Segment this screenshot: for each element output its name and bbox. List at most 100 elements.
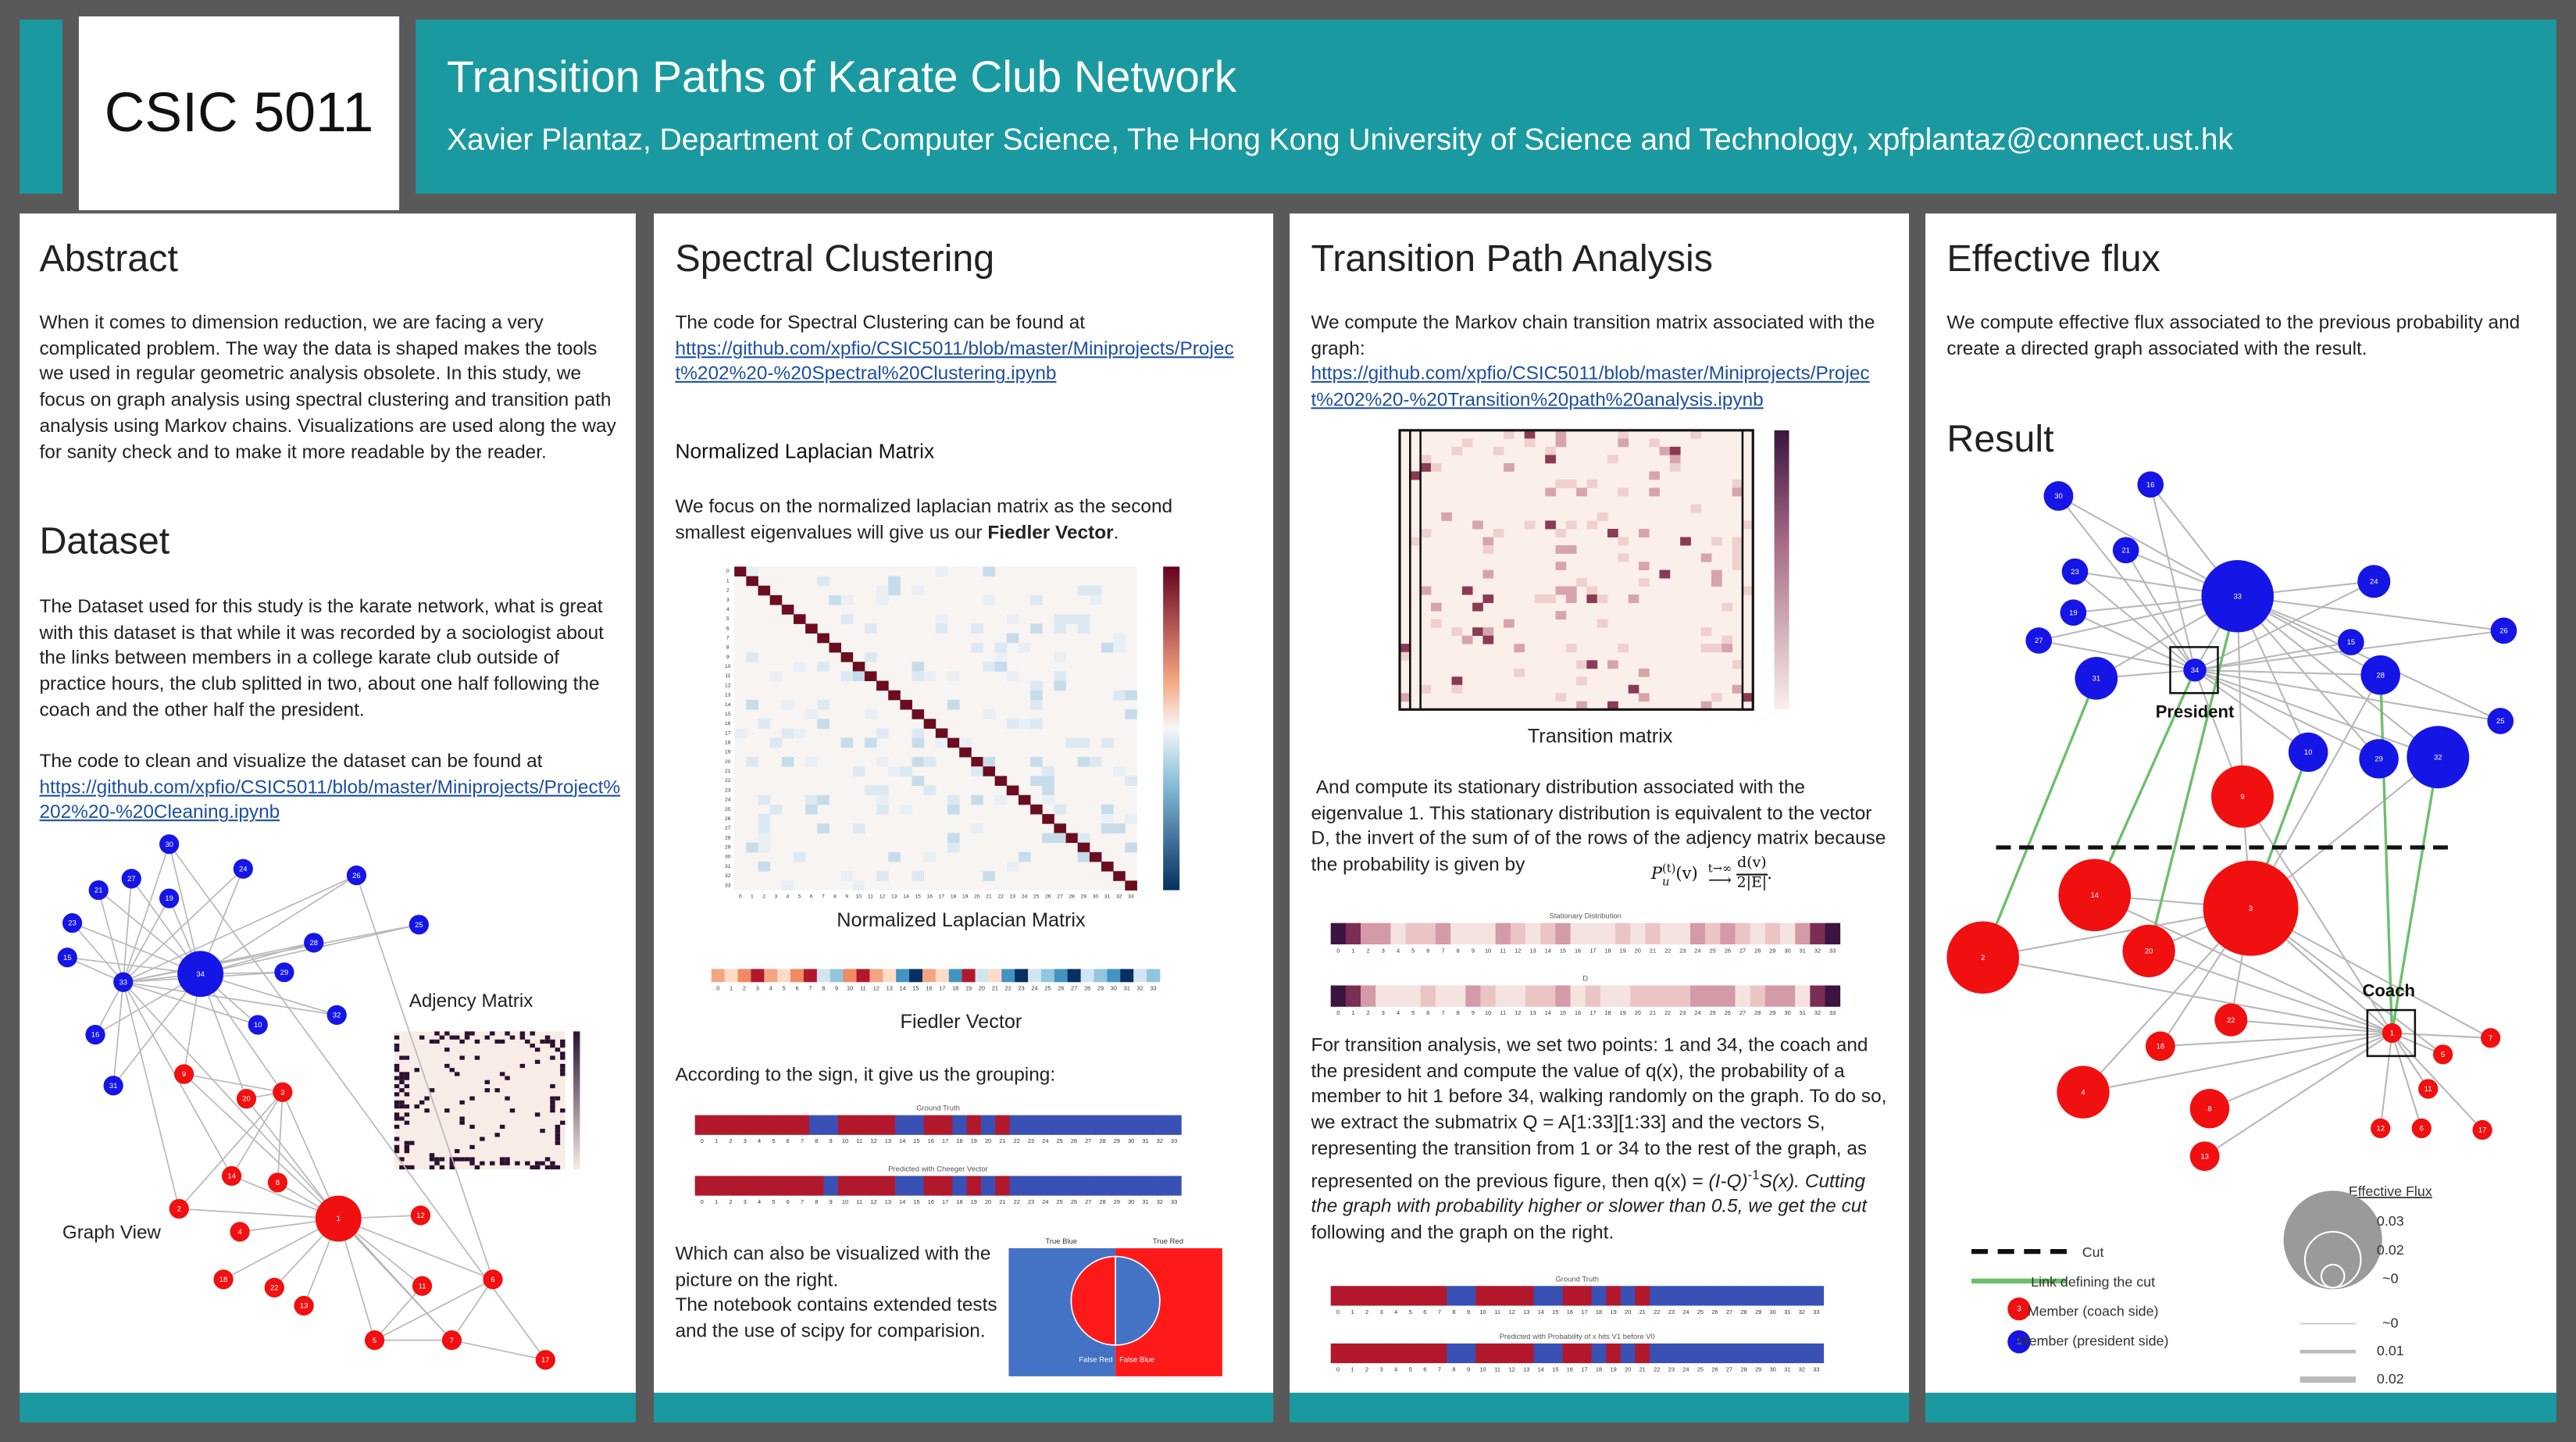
axis-label: 7 [1441, 947, 1444, 954]
node [103, 1076, 123, 1096]
axis-label: 25 [1710, 1009, 1716, 1016]
section-heading: Transition Path Analysis [1311, 236, 1713, 280]
heatmap-cell [1030, 699, 1043, 710]
axis-label: 1 [726, 578, 730, 584]
strip-cell [737, 1115, 753, 1135]
axis-label: 29 [1114, 1198, 1120, 1205]
heatmap-cell [758, 833, 771, 844]
heatmap-cell [494, 1088, 500, 1093]
strip-cell [794, 1176, 810, 1196]
strip-cell [1600, 923, 1616, 944]
axis-label: 15 [913, 1198, 919, 1205]
heatmap-cell [505, 1076, 510, 1080]
node-label: 4 [237, 1228, 241, 1237]
strip-cell [1420, 923, 1436, 944]
node-label: 12 [416, 1212, 425, 1220]
strip-cell [1450, 923, 1466, 944]
link[interactable]: https://github.com/xpfio/CSIC5011/blob/m… [1311, 363, 1870, 411]
heatmap-cell [544, 1039, 551, 1044]
axis-label: 8 [726, 645, 730, 651]
edge [98, 890, 124, 983]
axis-label: 32 [1157, 1198, 1163, 1205]
axis-label: 16 [928, 1198, 934, 1205]
strip-cell [883, 969, 897, 983]
strip-cell [1533, 1343, 1549, 1364]
legend-value: 0.02 [2377, 1371, 2404, 1387]
heatmap-cell [399, 1104, 405, 1109]
heatmap-cell [923, 851, 937, 862]
heatmap-cell [1565, 479, 1577, 488]
axis-label: 31 [1142, 1137, 1148, 1144]
axis-label: 0 [1336, 1308, 1340, 1315]
strip-cell [1480, 985, 1497, 1007]
node-label: 15 [63, 954, 72, 962]
strip-cell [1095, 1115, 1111, 1135]
heatmap-cell [560, 1072, 566, 1076]
heatmap-cell [817, 794, 830, 805]
strip-cell [1345, 1286, 1361, 1306]
legend-node-label: 1 [2017, 1337, 2021, 1347]
heatmap-cell [935, 623, 948, 634]
heatmap-cell [1628, 594, 1639, 604]
axis-label: 23 [1668, 1365, 1675, 1372]
poster-title: Transition Paths of Karate Club Network [447, 52, 1237, 102]
axis-label: 33 [1813, 1365, 1819, 1372]
axis-label: 15 [1560, 947, 1566, 954]
heatmap-cell [888, 851, 901, 862]
axis-label: 6 [1426, 1009, 1429, 1016]
node [2201, 559, 2274, 633]
strip-title: Predicted with Probability of x hits V1 … [1500, 1333, 1655, 1341]
heatmap-cell [505, 1096, 510, 1101]
axis-label: 19 [1610, 1308, 1616, 1315]
colorbar [1774, 430, 1789, 710]
strip-cell [1591, 1286, 1607, 1306]
strip-cell [709, 1115, 724, 1135]
strip-cell [980, 1176, 996, 1196]
axis-label: 13 [1523, 1365, 1529, 1372]
legend-value: 0.02 [2377, 1242, 2404, 1258]
axis-label: 6 [1423, 1308, 1426, 1315]
axis-label: 31 [1784, 1308, 1790, 1315]
formula-part: (v) [1675, 866, 1698, 884]
axis-label: 29 [1081, 894, 1087, 900]
link[interactable]: https://github.com/xpfio/CSIC5011/blob/m… [39, 776, 621, 824]
heatmap-cell [449, 1068, 455, 1073]
axis-label: 21 [1650, 1009, 1656, 1016]
strip-cell [922, 969, 937, 983]
axis-label: 15 [725, 712, 731, 717]
course-code: CSIC 5011 [104, 82, 374, 145]
axis-label: 19 [971, 1137, 977, 1144]
legend-value: ~0 [2382, 1271, 2398, 1287]
axis-label: 3 [1382, 947, 1385, 954]
strip-cell [816, 969, 831, 983]
axis-label: 22 [1664, 1009, 1671, 1016]
heatmap-cell [499, 1039, 505, 1044]
heatmap-cell [429, 1165, 435, 1169]
heatmap-cell [1030, 680, 1043, 691]
edge [2192, 666, 2501, 723]
heatmap-cell [864, 671, 877, 681]
heatmap-cell [1576, 676, 1587, 686]
heatmap-cell [530, 1031, 535, 1036]
legend-label: Member (president side) [2018, 1333, 2169, 1348]
node [2211, 765, 2274, 828]
node [88, 880, 109, 901]
heatmap-cell [499, 1161, 505, 1165]
heatmap-cell [399, 1076, 405, 1080]
node [2472, 1119, 2492, 1140]
node-label: 7 [450, 1337, 454, 1345]
axis-label: 0 [701, 1137, 704, 1144]
node [2060, 599, 2087, 626]
strip-cell [790, 969, 805, 983]
axis-label: 17 [942, 1137, 948, 1144]
heatmap-cell [1565, 586, 1577, 595]
heatmap-cell [469, 1161, 475, 1165]
link[interactable]: https://github.com/xpfio/CSIC5011/blob/m… [675, 337, 1234, 385]
axis-label: 9 [726, 655, 730, 660]
strip-cell [1405, 923, 1422, 944]
heatmap-cell [1482, 594, 1494, 604]
strip-cell [1825, 985, 1841, 1007]
axis-label: 6 [787, 1137, 790, 1144]
heatmap-cell [864, 737, 877, 748]
axis-label: 1 [730, 985, 733, 992]
